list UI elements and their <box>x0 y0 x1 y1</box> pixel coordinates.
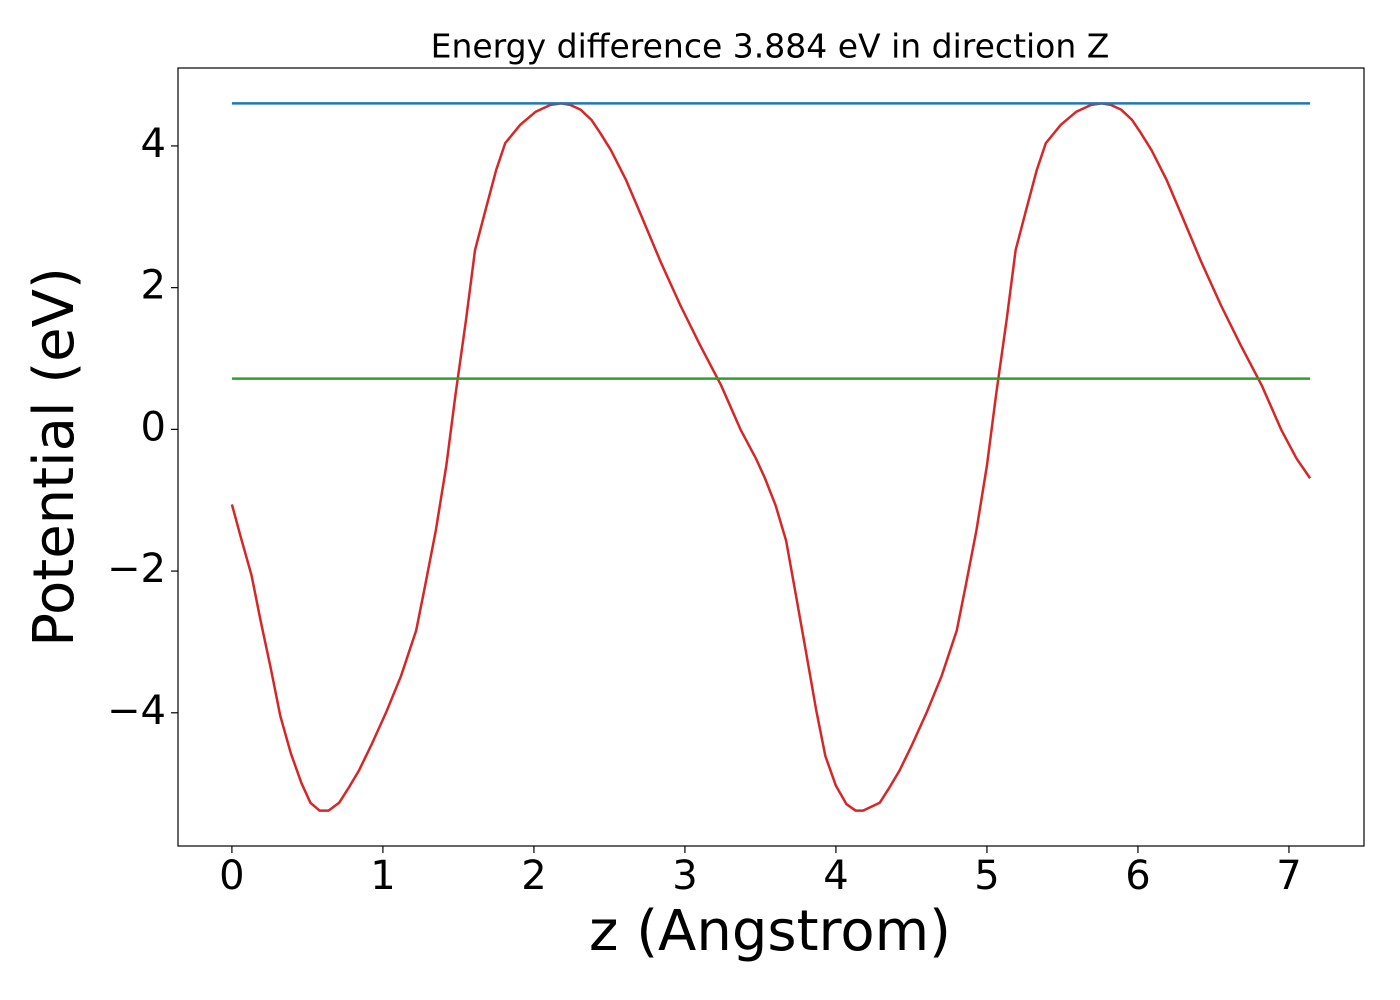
y-axis-label: Potential (eV) <box>22 267 87 647</box>
y-tick-label: −2 <box>107 546 166 592</box>
x-axis-label: z (Angstrom) <box>589 899 951 964</box>
plot-frame <box>177 67 1365 847</box>
x-tick-label: 3 <box>672 853 697 899</box>
y-tick-label: 2 <box>141 263 166 309</box>
y-tick-label: 4 <box>141 121 166 167</box>
x-tick-label: 5 <box>974 853 999 899</box>
x-tick-label: 2 <box>521 853 546 899</box>
x-tick-label: 1 <box>370 853 395 899</box>
x-tick-label: 7 <box>1276 853 1301 899</box>
y-tick-label: 0 <box>141 404 166 450</box>
x-tick-label: 4 <box>823 853 848 899</box>
y-tick-label: −4 <box>107 688 166 734</box>
x-tick-label: 0 <box>219 853 244 899</box>
x-tick-label: 6 <box>1125 853 1150 899</box>
chart-title: Energy difference 3.884 eV in direction … <box>431 27 1110 66</box>
